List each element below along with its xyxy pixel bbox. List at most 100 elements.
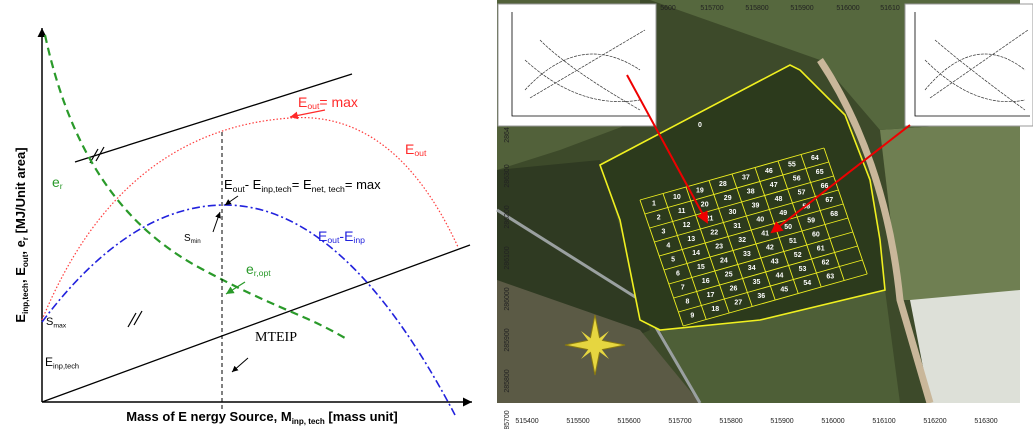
plot-label: 38 (747, 189, 755, 196)
text-part: max (53, 322, 66, 329)
plot-label: 61 (817, 246, 825, 253)
text-part: inp,tech (21, 283, 30, 314)
plot-label: 55 (788, 162, 796, 169)
map-tick: 5600 (660, 5, 676, 12)
plot-label: 10 (673, 194, 681, 201)
text-part: Mass of E nergy Source, M (126, 409, 291, 424)
plot-label: 63 (826, 274, 834, 281)
text-part: e (52, 174, 60, 190)
enet-curve (42, 205, 455, 415)
text-part: inp,tech (53, 362, 79, 371)
plot-label: 23 (715, 244, 723, 251)
plot-label: 34 (748, 265, 756, 272)
arrow (213, 212, 220, 232)
plot-label: 17 (707, 292, 715, 299)
map-tick: 515800 (719, 418, 742, 425)
text-part: MTEIP (255, 330, 297, 345)
map-tick: 286000 (504, 287, 511, 310)
plot-label: 40 (756, 217, 764, 224)
map-tick: 286300 (504, 164, 511, 187)
diagram-label: er (52, 174, 63, 192)
arrow (226, 282, 245, 294)
diagram-label: er,opt (246, 261, 271, 279)
text-part: [MJ/Unit area] (13, 147, 28, 237)
map-tick: 515400 (515, 418, 538, 425)
text-part: E (318, 228, 327, 244)
map-tick: 515500 (566, 418, 589, 425)
text-part: out (21, 254, 30, 267)
plot-label: 22 (710, 230, 718, 237)
text-part: E (45, 355, 53, 369)
map-tick: 516000 (821, 418, 844, 425)
plot-label: 41 (761, 231, 769, 238)
plot-label: 18 (711, 306, 719, 313)
map-tick: 515900 (770, 418, 793, 425)
diagram-label: Smin (184, 233, 201, 245)
map: 0123456789101112131415161718192021222324… (497, 0, 1033, 429)
plot-label: 11 (678, 208, 686, 215)
map-tick: 286200 (504, 205, 511, 228)
text-part: = max (345, 177, 381, 192)
plot-label: 0 (698, 122, 702, 129)
text-part: inp (353, 235, 365, 245)
map-tick: 285700 (504, 410, 511, 429)
eout-curve (42, 118, 458, 320)
text-part: E (224, 177, 233, 192)
map-tick: 516000 (836, 5, 859, 12)
plot-label: 13 (687, 236, 695, 243)
map-tick: 516100 (872, 418, 895, 425)
text-part: out (327, 235, 340, 245)
text-part: , E (13, 267, 28, 283)
diagram-label: Eout (405, 141, 427, 159)
plot-label: 15 (697, 264, 705, 271)
plot-label: 16 (702, 278, 710, 285)
map-tick: 515800 (745, 5, 768, 12)
text-part: out (414, 148, 427, 158)
plot-label: 50 (784, 224, 792, 231)
plot-label: 54 (803, 280, 811, 287)
diagram-label: Smax (46, 316, 67, 329)
plot-label: 25 (725, 272, 733, 279)
plot-label: 33 (743, 251, 751, 258)
diagram-label: Einp,tech (45, 355, 79, 370)
plot-label: 37 (742, 175, 750, 182)
plot-label: 65 (816, 169, 824, 176)
plot-label: 7 (681, 285, 685, 292)
plot-label: 9 (690, 313, 694, 320)
plot-label: 51 (789, 238, 797, 245)
plot-label: 45 (780, 287, 788, 294)
plot-label: 8 (686, 299, 690, 306)
text-part: inp, tech (292, 417, 325, 426)
figure: 0123456789101112131415161718192021222324… (0, 0, 1033, 429)
text-part: e (246, 261, 254, 277)
plot-label: 31 (733, 223, 741, 230)
text-part: E (298, 94, 307, 110)
figure-canvas: 0123456789101112131415161718192021222324… (0, 0, 1033, 429)
plot-label: 64 (811, 155, 819, 162)
text-part: inp,tech (261, 184, 292, 194)
plot-label: 47 (770, 182, 778, 189)
map-tick: 285900 (504, 328, 511, 351)
plot-label: 12 (683, 222, 691, 229)
diagram-label: Eout-Einp (318, 228, 365, 246)
text-part: = E (292, 177, 312, 192)
plot-label: 67 (825, 197, 833, 204)
map-tick: 2864 (504, 127, 511, 143)
plot-label: 32 (738, 237, 746, 244)
plot-label: 53 (799, 266, 807, 273)
plot-label: 4 (666, 243, 670, 250)
diagram-label: Eout- Einp,tech= Enet, tech= max (224, 177, 381, 194)
plot-label: 1 (652, 201, 656, 208)
plot-label: 68 (830, 211, 838, 218)
map-tick: 516200 (923, 418, 946, 425)
plot-label: 36 (757, 293, 765, 300)
plot-label: 57 (798, 190, 806, 197)
map-tick: 515700 (668, 418, 691, 425)
text-part: net, tech (312, 184, 345, 194)
text-part: r,opt (254, 268, 271, 278)
plot-label: 43 (771, 259, 779, 266)
map-tick: 515600 (617, 418, 640, 425)
map-tick: 515900 (790, 5, 813, 12)
tangent-line (75, 74, 352, 162)
text-part: out (233, 184, 246, 194)
